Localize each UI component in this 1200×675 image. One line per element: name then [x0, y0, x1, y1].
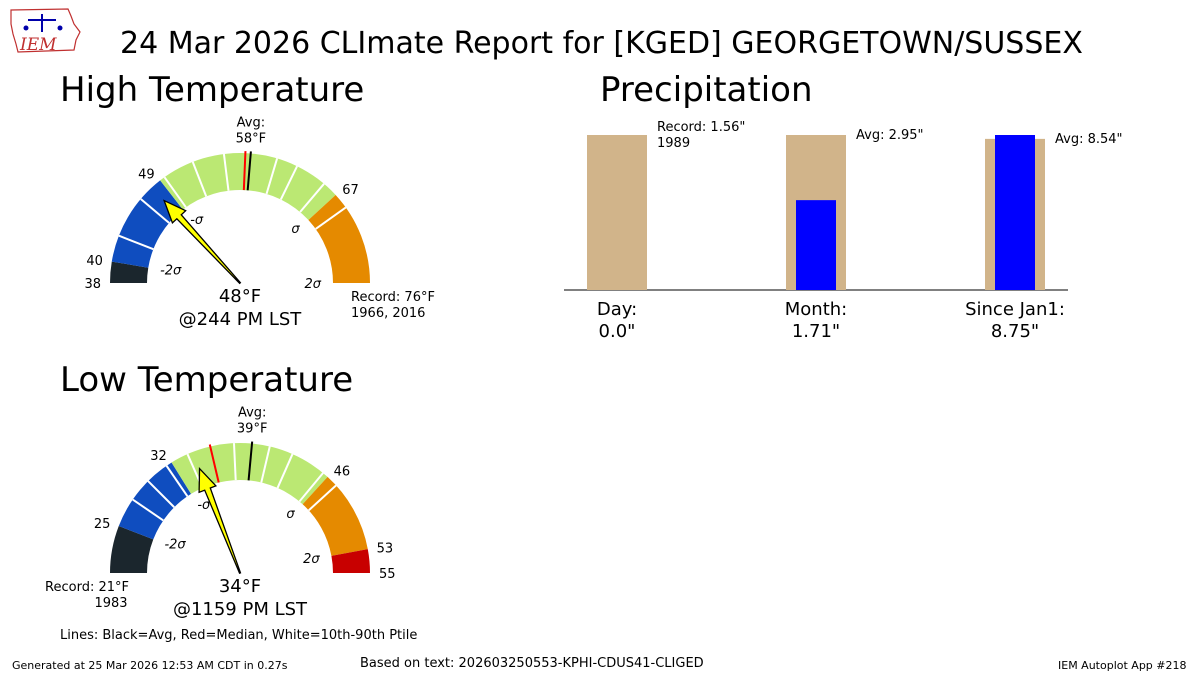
page-title: 24 Mar 2026 CLImate Report for [KGED] GE…: [120, 26, 1083, 61]
low-temperature-title: Low Temperature: [60, 360, 354, 400]
observed-needle: [198, 466, 242, 575]
precip-reference-bar: [587, 135, 647, 290]
percentile-line: [260, 446, 271, 483]
high-temperature-title: High Temperature: [60, 70, 365, 110]
legend-note: Lines: Black=Avg, Red=Median, White=10th…: [60, 628, 418, 643]
tick-label: 67: [342, 183, 359, 198]
precipitation-chart: Record: 1.56"1989 Day:0.0" Avg: 2.95" Month…: [564, 120, 1123, 342]
tick-label: 49: [138, 167, 155, 182]
average-line: [246, 151, 252, 191]
sigma-label: σ: [291, 222, 300, 237]
sigma-label: -σ: [197, 498, 211, 513]
tick-label: 25: [94, 517, 111, 532]
percentile-line: [163, 176, 187, 208]
percentile-line: [279, 165, 298, 200]
record-label: Record: 76°F: [351, 290, 435, 305]
gauge-band: [302, 476, 368, 556]
tick-label: 55: [379, 567, 396, 582]
percentile-line: [132, 498, 164, 522]
precip-observed-bar: [995, 135, 1035, 290]
precip-category-label: Day:: [597, 299, 637, 320]
sigma-label: 2σ: [303, 552, 320, 567]
gauge-band: [110, 261, 149, 283]
tick-label: 38: [84, 277, 101, 292]
percentile-line: [298, 472, 324, 503]
gauge-band: [308, 194, 370, 283]
percentile-line: [265, 158, 279, 195]
observation-time: @1159 PM LST: [173, 599, 308, 620]
footer-source: Based on text: 202603250553-KPHI-CDUS41-…: [360, 656, 704, 671]
tick-label: 46: [334, 464, 351, 479]
low-temperature-gauge: 25 32 46 53 55 -2σ -σ σ 2σ Avg:39°F 34°F@1159 PM L…: [45, 406, 396, 620]
logo-text: IEM: [19, 35, 57, 55]
record-label: Record: 21°F: [45, 580, 129, 595]
percentile-line: [147, 480, 175, 508]
precip-note: Avg: 8.54": [1055, 132, 1123, 147]
tick-label: 53: [377, 541, 394, 556]
percentile-line: [222, 153, 230, 191]
gauge-band: [331, 549, 370, 573]
precip-category-label: Month:: [785, 299, 847, 320]
precip-category-label: Since Jan1:: [965, 299, 1065, 320]
sigma-label: 2σ: [304, 277, 321, 292]
percentile-line: [232, 443, 237, 481]
tick-label: 40: [86, 254, 103, 269]
percentile-line: [299, 183, 325, 213]
observed-needle: [162, 199, 242, 285]
percentile-line: [118, 234, 154, 251]
median-line: [208, 444, 220, 483]
precip-note-year: 1989: [657, 136, 690, 151]
footer-app: IEM Autoplot App #218: [1058, 659, 1187, 672]
observation-time: @244 PM LST: [179, 309, 303, 330]
precip-category-value: 0.0": [599, 321, 636, 342]
percentile-line: [276, 453, 294, 489]
average-line: [247, 441, 254, 481]
record-years: 1966, 2016: [351, 306, 425, 321]
precip-note: Record: 1.56": [657, 120, 745, 135]
average-value: 58°F: [236, 131, 267, 146]
gauge-band: [110, 526, 154, 573]
iowa-weather-logo-icon: IEM: [10, 8, 81, 55]
sigma-label: -2σ: [164, 538, 186, 553]
percentile-line: [191, 161, 208, 197]
precip-category-value: 1.71": [792, 321, 840, 342]
observed-value: 34°F: [219, 576, 261, 597]
average-value: 39°F: [237, 422, 268, 437]
footer-generated: Generated at 25 Mar 2026 12:53 AM CDT in…: [12, 659, 288, 672]
observed-value: 48°F: [219, 286, 261, 307]
high-temperature-gauge: 38 40 49 67 -2σ -σ σ 2σ Avg:58°F 48°F@244 PM LST R…: [84, 115, 435, 330]
median-line: [242, 151, 247, 191]
sigma-label: σ: [286, 507, 295, 522]
tick-label: 32: [150, 449, 167, 464]
precipitation-title: Precipitation: [600, 70, 813, 110]
percentile-line: [165, 465, 189, 497]
precip-observed-bar: [796, 200, 836, 290]
precip-category-value: 8.75": [991, 321, 1039, 342]
percentile-line: [308, 484, 337, 512]
gauge-band: [118, 462, 192, 540]
record-years: 1983: [94, 596, 127, 611]
precip-note: Avg: 2.95": [856, 128, 924, 143]
average-label: Avg:: [238, 406, 266, 421]
average-label: Avg:: [237, 115, 265, 130]
sigma-label: -2σ: [160, 264, 182, 279]
percentile-line: [315, 206, 347, 230]
sigma-label: -σ: [190, 213, 204, 228]
percentile-line: [140, 198, 170, 224]
